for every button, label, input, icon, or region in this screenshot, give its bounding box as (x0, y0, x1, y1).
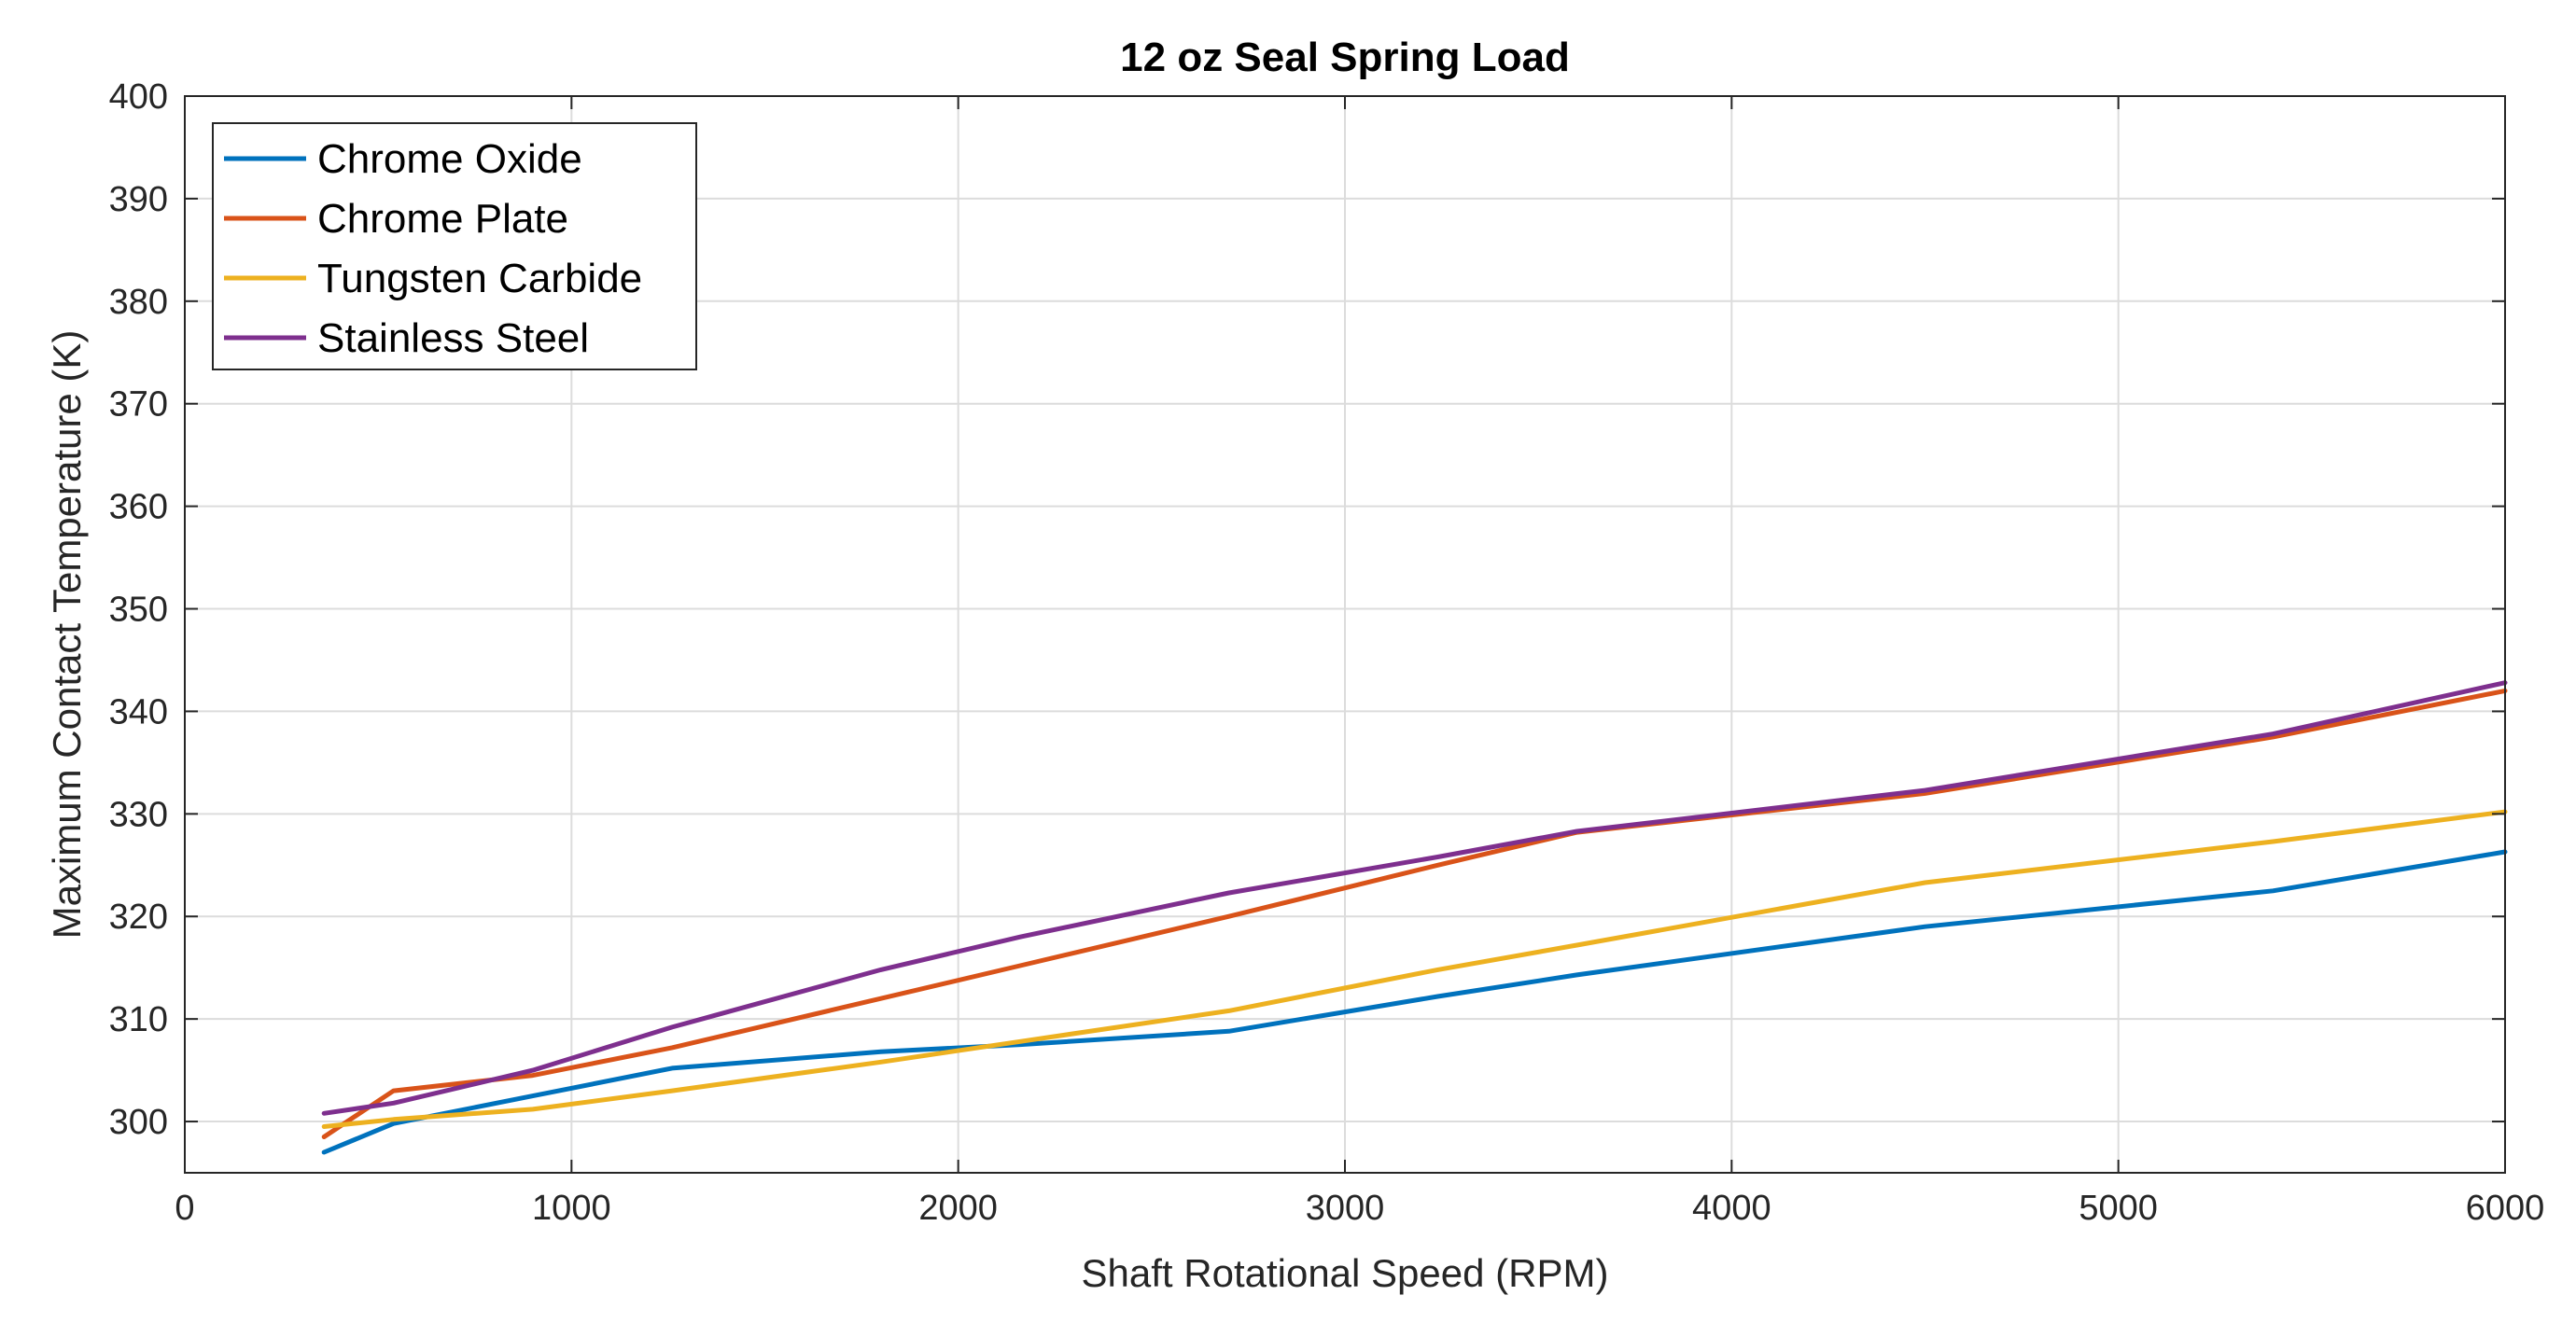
chart-title: 12 oz Seal Spring Load (1120, 35, 1570, 80)
x-axis: 0 1000 2000 3000 4000 5000 6000 (175, 96, 2544, 1228)
x-axis-label: Shaft Rotational Speed (RPM) (1082, 1251, 1609, 1295)
x-tick-label: 5000 (2079, 1189, 2158, 1228)
y-tick-label: 360 (109, 488, 168, 527)
legend-label-chrome-oxide: Chrome Oxide (317, 136, 582, 182)
x-tick-label: 6000 (2466, 1189, 2545, 1228)
y-axis: 300 310 320 330 340 350 360 370 380 390 400 (109, 77, 2505, 1142)
legend-label-tungsten-carbide: Tungsten Carbide (317, 256, 642, 301)
legend-label-chrome-plate: Chrome Plate (317, 196, 568, 242)
x-tick-label: 3000 (1306, 1189, 1385, 1228)
y-tick-label: 330 (109, 795, 168, 834)
y-axis-label: Maximum Contact Temperature (K) (45, 330, 89, 940)
y-tick-label: 390 (109, 180, 168, 219)
series-line-chrome-oxide (321, 849, 2508, 1155)
y-tick-label: 300 (109, 1103, 168, 1142)
y-tick-label: 310 (109, 1000, 168, 1039)
y-tick-label: 320 (109, 898, 168, 937)
y-tick-label: 380 (109, 283, 168, 322)
x-tick-label: 0 (175, 1189, 194, 1228)
x-tick-label: 1000 (532, 1189, 611, 1228)
legend: Chrome Oxide Chrome Plate Tungsten Carbide… (212, 122, 697, 370)
grid (184, 95, 2506, 1173)
series-line-tungsten-carbide (321, 809, 2508, 1129)
x-tick-label: 2000 (918, 1189, 998, 1228)
legend-box (212, 122, 697, 370)
legend-label-stainless-steel: Stainless Steel (317, 315, 589, 361)
y-tick-label: 340 (109, 692, 168, 731)
series-layer (321, 680, 2508, 1155)
y-tick-label: 400 (109, 77, 168, 117)
x-tick-label: 4000 (1692, 1189, 1771, 1228)
series-line-stainless-steel (321, 680, 2508, 1116)
y-tick-label: 370 (109, 385, 168, 425)
y-tick-label: 350 (109, 591, 168, 630)
